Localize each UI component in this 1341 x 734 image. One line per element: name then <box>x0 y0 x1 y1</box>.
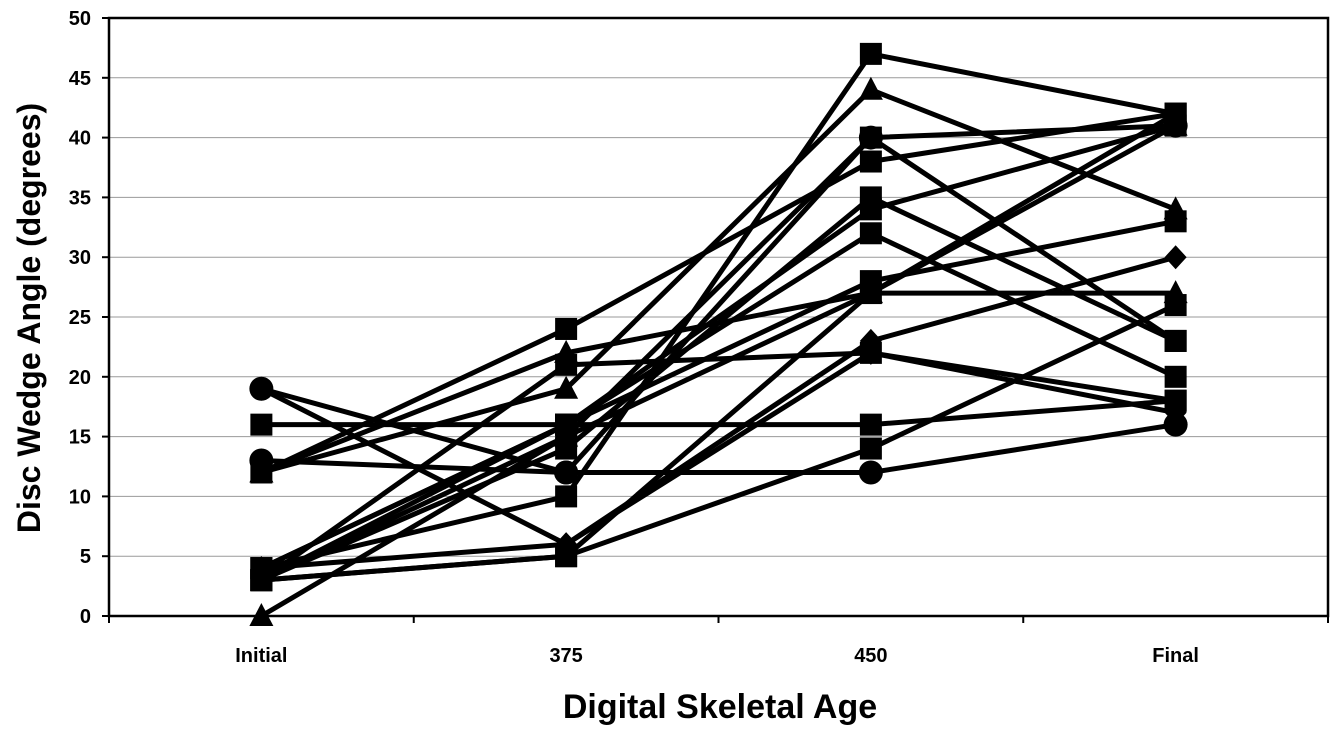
y-axis-ticks: 0 5 10 15 20 25 30 35 40 45 50 <box>69 8 109 628</box>
data-point-square <box>859 282 882 305</box>
data-point-square <box>859 222 882 245</box>
series-line-12 <box>260 290 1176 475</box>
data-point-square <box>859 437 882 460</box>
y-axis-title: Disc Wedge Angle (degrees) <box>11 103 47 533</box>
data-point-square <box>555 413 578 436</box>
x-tick-label: Initial <box>235 645 287 667</box>
y-tick-label: 30 <box>69 247 91 269</box>
data-point-square <box>1164 389 1187 412</box>
data-point-circle <box>858 460 883 485</box>
series-group <box>249 42 1188 626</box>
data-point-diamond <box>555 532 578 557</box>
y-tick-label: 35 <box>69 187 91 209</box>
data-point-square <box>250 413 273 436</box>
y-tick-label: 20 <box>69 367 91 389</box>
data-point-square <box>859 198 882 221</box>
series-line-10 <box>260 123 1177 619</box>
data-point-square <box>859 341 882 364</box>
data-point-square <box>859 413 882 436</box>
data-point-triangle <box>249 603 274 626</box>
series-line-18 <box>260 123 1177 571</box>
data-point-triangle <box>249 459 274 483</box>
data-point-square <box>250 557 273 580</box>
data-point-square <box>859 126 882 149</box>
series-line-6 <box>260 87 1177 475</box>
data-point-circle <box>554 460 579 485</box>
y-tick-label: 40 <box>69 128 91 150</box>
x-tick-label: 450 <box>854 645 887 667</box>
y-tick-label: 0 <box>80 606 91 628</box>
series-line-14 <box>261 111 1177 583</box>
x-tick-label: 375 <box>549 645 582 667</box>
data-point-diamond <box>250 376 273 401</box>
x-tick-label: Final <box>1152 645 1199 667</box>
data-point-triangle <box>1163 280 1188 304</box>
data-point-square <box>859 150 882 173</box>
series-line-7 <box>260 111 1177 475</box>
data-point-square <box>859 42 882 65</box>
x-axis-title: Digital Skeletal Age <box>563 688 877 726</box>
series-line-11 <box>260 194 1177 583</box>
data-point-triangle <box>554 375 579 399</box>
series-line-3 <box>260 51 1177 571</box>
series-line-16 <box>260 135 1178 583</box>
y-tick-label: 25 <box>69 307 91 329</box>
x-axis-ticks: Initial 375 450 Final <box>108 616 1329 667</box>
y-tick-label: 15 <box>69 427 91 449</box>
data-point-square <box>1164 329 1187 352</box>
data-point-square <box>1164 210 1187 233</box>
series-line-8 <box>260 218 1177 583</box>
data-point-square <box>555 317 578 340</box>
series-line-17 <box>259 350 1177 583</box>
data-point-square <box>1164 114 1187 137</box>
y-tick-label: 45 <box>69 68 91 90</box>
series-line-15 <box>261 254 1177 571</box>
series-line-9 <box>261 123 1176 475</box>
data-point-triangle <box>858 76 883 100</box>
data-point-square <box>555 485 578 508</box>
data-point-square <box>1164 365 1187 388</box>
y-tick-label: 50 <box>69 8 91 30</box>
y-tick-label: 5 <box>80 546 91 568</box>
data-point-diamond <box>1164 245 1187 270</box>
y-tick-label: 10 <box>69 486 91 508</box>
data-point-square <box>555 353 578 376</box>
